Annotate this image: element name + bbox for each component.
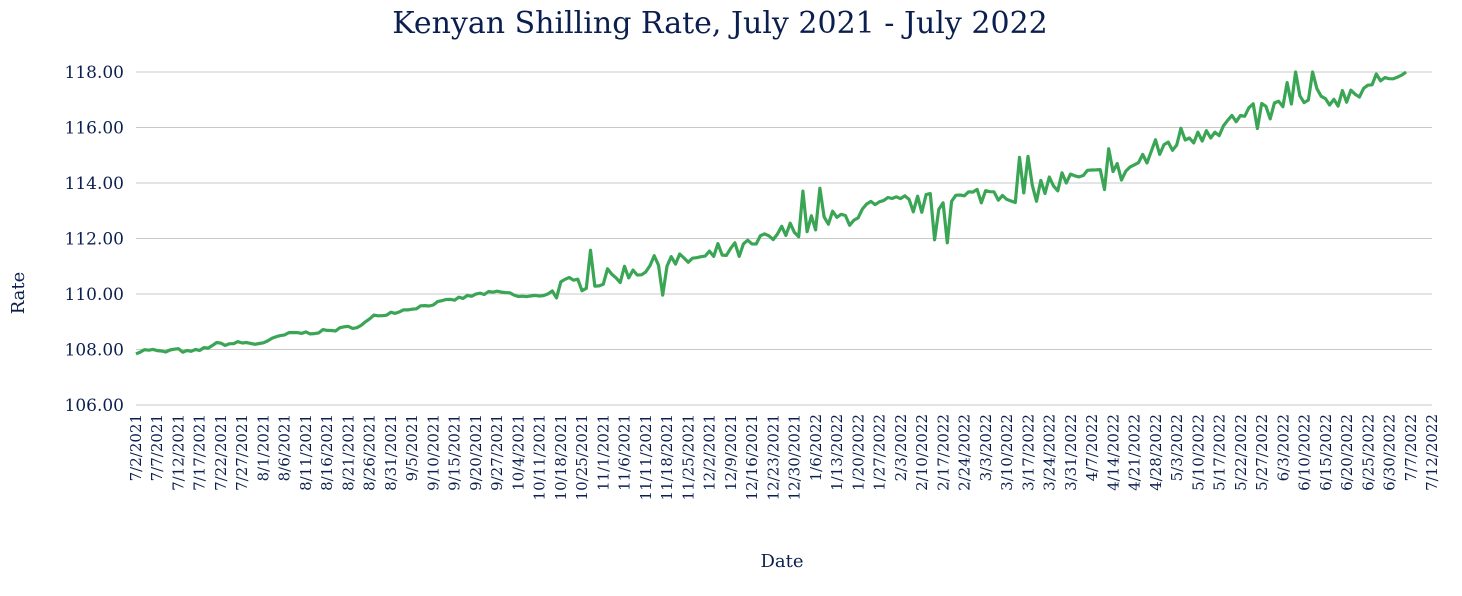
series-group bbox=[135, 70, 1408, 356]
x-tick-label: 3/24/2022 bbox=[1041, 414, 1059, 491]
x-tick-label: 2/17/2022 bbox=[934, 414, 952, 491]
x-tick-label: 2/24/2022 bbox=[956, 414, 974, 491]
x-tick-label: 7/12/2021 bbox=[169, 414, 187, 491]
x-tick-label: 8/26/2021 bbox=[361, 414, 379, 491]
x-tick-label: 9/27/2021 bbox=[488, 414, 506, 491]
x-tick-label: 8/1/2021 bbox=[254, 414, 272, 481]
x-tick-label: 12/9/2021 bbox=[722, 414, 740, 491]
x-tick-label: 11/25/2021 bbox=[679, 414, 697, 500]
x-tick-label: 9/20/2021 bbox=[467, 414, 485, 491]
x-tick-label: 10/18/2021 bbox=[552, 414, 570, 500]
x-tick-label: 12/30/2021 bbox=[786, 414, 804, 500]
x-tick-label: 4/14/2022 bbox=[1104, 414, 1122, 491]
x-tick-label: 8/16/2021 bbox=[318, 414, 336, 491]
x-tick-label: 11/11/2021 bbox=[637, 414, 655, 500]
x-tick-label: 4/28/2022 bbox=[1147, 414, 1165, 491]
x-tick-label: 10/25/2021 bbox=[573, 414, 591, 500]
y-tick-label: 110.00 bbox=[65, 285, 124, 305]
x-tick-label: 9/15/2021 bbox=[446, 414, 464, 491]
x-tick-label: 1/6/2022 bbox=[807, 414, 825, 481]
x-tick-label: 7/17/2021 bbox=[191, 414, 209, 491]
x-tick-label: 5/22/2022 bbox=[1232, 414, 1250, 491]
y-tick-label: 116.00 bbox=[65, 119, 124, 139]
x-tick-label: 5/17/2022 bbox=[1211, 414, 1229, 491]
y-tick-label: 108.00 bbox=[65, 341, 124, 361]
x-tick-label: 8/21/2021 bbox=[339, 414, 357, 491]
x-tick-label: 6/10/2022 bbox=[1296, 414, 1314, 491]
x-tick-label: 10/4/2021 bbox=[509, 414, 527, 491]
x-tick-label: 4/7/2022 bbox=[1083, 414, 1101, 481]
x-tick-label: 3/17/2022 bbox=[1019, 414, 1037, 491]
chart-title: Kenyan Shilling Rate, July 2021 - July 2… bbox=[392, 6, 1048, 41]
x-tick-label: 6/15/2022 bbox=[1317, 414, 1335, 491]
y-tick-label: 106.00 bbox=[65, 396, 124, 416]
x-tick-label: 6/25/2022 bbox=[1359, 414, 1377, 491]
x-tick-label: 11/6/2021 bbox=[616, 414, 634, 491]
x-axis-ticks: 7/2/2021 7/7/2021 7/12/2021 7/17/2021 7/22/2… bbox=[127, 414, 1441, 500]
x-tick-label: 7/12/2022 bbox=[1423, 414, 1441, 491]
x-tick-label: 7/27/2021 bbox=[233, 414, 251, 491]
x-tick-label: 12/2/2021 bbox=[701, 414, 719, 491]
y-axis-ticks: 106.00 108.00 110.00 112.00 114.00 116.00 118.… bbox=[65, 63, 124, 416]
x-tick-label: 6/20/2022 bbox=[1338, 414, 1356, 491]
x-tick-label: 2/3/2022 bbox=[892, 414, 910, 481]
x-tick-label: 1/27/2022 bbox=[871, 414, 889, 491]
x-tick-label: 9/10/2021 bbox=[424, 414, 442, 491]
x-tick-label: 7/22/2021 bbox=[212, 414, 230, 491]
y-tick-label: 118.00 bbox=[65, 63, 124, 83]
x-tick-label: 12/16/2021 bbox=[743, 414, 761, 500]
x-tick-label: 5/10/2022 bbox=[1189, 414, 1207, 491]
x-tick-label: 1/13/2022 bbox=[828, 414, 846, 491]
x-tick-label: 4/21/2022 bbox=[1126, 414, 1144, 491]
x-tick-label: 3/31/2022 bbox=[1062, 414, 1080, 491]
x-tick-label: 7/7/2021 bbox=[148, 414, 166, 481]
x-tick-label: 5/3/2022 bbox=[1168, 414, 1186, 481]
x-tick-label: 1/20/2022 bbox=[849, 414, 867, 491]
x-tick-label: 3/3/2022 bbox=[977, 414, 995, 481]
x-tick-label: 6/30/2022 bbox=[1381, 414, 1399, 491]
x-tick-label: 7/7/2022 bbox=[1402, 414, 1420, 481]
y-tick-label: 114.00 bbox=[65, 174, 124, 194]
x-tick-label: 11/18/2021 bbox=[658, 414, 676, 500]
x-tick-label: 6/3/2022 bbox=[1274, 414, 1292, 481]
x-tick-label: 12/23/2021 bbox=[764, 414, 782, 500]
y-axis-title: Rate bbox=[8, 272, 29, 315]
x-tick-label: 11/1/2021 bbox=[594, 414, 612, 491]
x-axis-title: Date bbox=[760, 551, 803, 572]
rate-line bbox=[135, 70, 1408, 356]
x-tick-label: 8/31/2021 bbox=[382, 414, 400, 491]
y-tick-label: 112.00 bbox=[65, 230, 124, 250]
x-tick-label: 3/10/2022 bbox=[998, 414, 1016, 491]
x-tick-label: 7/2/2021 bbox=[127, 414, 145, 481]
x-tick-label: 9/5/2021 bbox=[403, 414, 421, 481]
x-tick-label: 5/27/2022 bbox=[1253, 414, 1271, 491]
x-tick-label: 8/6/2021 bbox=[276, 414, 294, 481]
x-tick-label: 10/11/2021 bbox=[531, 414, 549, 500]
gridlines bbox=[136, 71, 1432, 406]
x-tick-label: 2/10/2022 bbox=[913, 414, 931, 491]
x-tick-label: 8/11/2021 bbox=[297, 414, 315, 491]
